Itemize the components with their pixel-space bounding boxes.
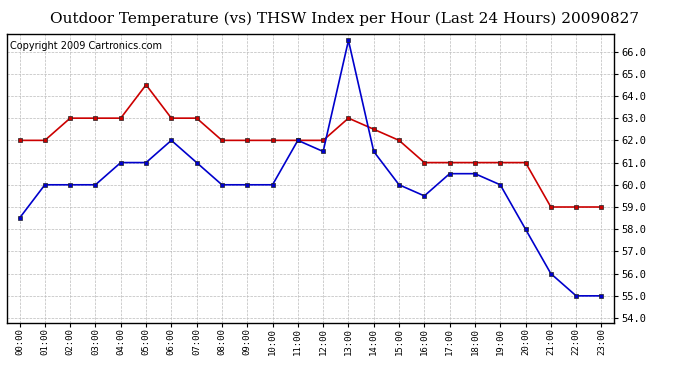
Text: Outdoor Temperature (vs) THSW Index per Hour (Last 24 Hours) 20090827: Outdoor Temperature (vs) THSW Index per … xyxy=(50,11,640,26)
Text: Copyright 2009 Cartronics.com: Copyright 2009 Cartronics.com xyxy=(10,41,162,51)
